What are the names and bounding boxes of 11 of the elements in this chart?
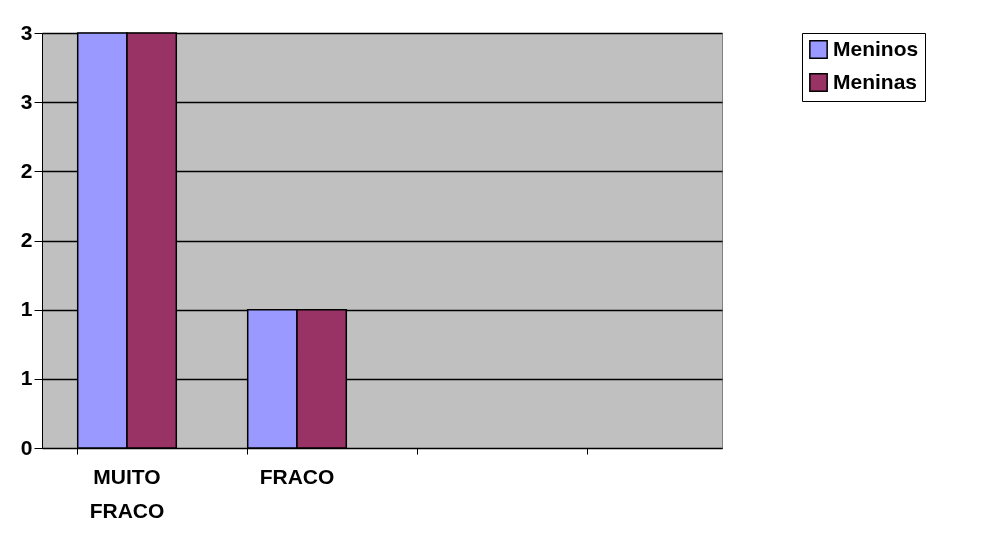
y-tick-label: 2 xyxy=(20,228,33,251)
y-tick-label: 1 xyxy=(20,297,33,321)
x-tick-label: FRACO xyxy=(259,464,335,488)
x-tick-label: MUITO FRACO xyxy=(89,464,165,522)
y-tick-label: 2 xyxy=(20,158,33,182)
y-tick-label: 1 xyxy=(20,366,33,390)
legend-label: Meninos xyxy=(833,36,919,60)
legend-label: Meninas xyxy=(833,69,918,93)
y-tick-label: 0 xyxy=(20,435,33,459)
y-tick-label: 3 xyxy=(20,89,33,113)
y-tick-label: 3 xyxy=(20,20,33,44)
